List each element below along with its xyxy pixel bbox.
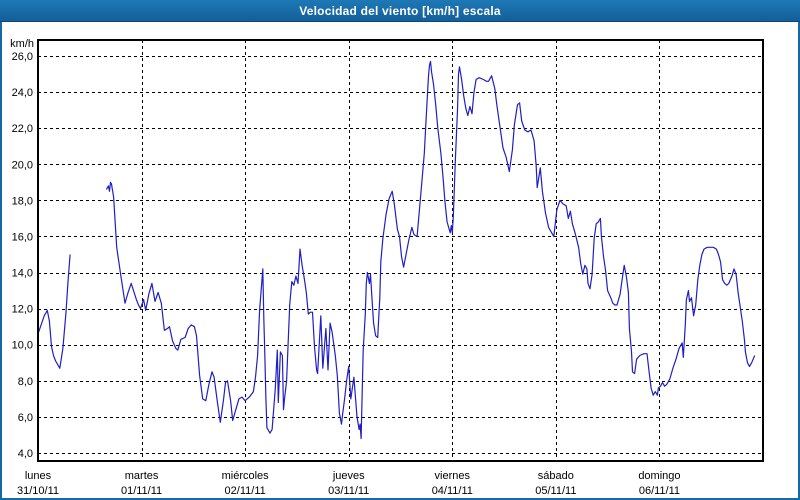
x-day-name: sábado [538,470,574,482]
y-tick-label: 26,0 [12,51,33,63]
x-day-date: 05/11/11 [535,485,576,497]
x-axis-labels: lunes 31/10/11 martes 01/11/11 miércoles 02/1… [17,470,681,497]
y-tick-label: 8,0 [18,376,33,388]
x-day-name: martes [125,470,159,482]
y-tick-label: 22,0 [12,123,33,135]
y-tick-label: 24,0 [12,87,33,99]
window-title-bar: Velocidad del viento [km/h] escala [0,0,800,22]
y-tick-label: 6,0 [18,412,33,424]
x-day-name: viernes [435,470,471,482]
x-day-date: 06/11/11 [639,485,680,497]
x-day-name: jueves [332,470,365,482]
y-tick-label: 10,0 [12,340,33,352]
x-day-date: 03/11/11 [328,485,369,497]
y-tick-label: 16,0 [12,231,33,243]
x-day-date: 31/10/11 [17,485,59,497]
v-gridlines [142,40,660,461]
h-gridlines [38,56,763,454]
wind-speed-line [37,254,71,369]
window-title: Velocidad del viento [km/h] escala [299,3,501,18]
y-tick-label: 4,0 [18,448,33,460]
y-tick-label: 12,0 [12,304,33,316]
y-axis-unit-label: km/h [10,38,34,50]
x-day-name: miércoles [222,470,270,482]
y-tick-label: 20,0 [12,159,33,171]
wind-speed-series [37,60,756,440]
wind-speed-line [105,60,756,440]
x-day-date: 02/11/11 [225,485,266,497]
y-axis-labels: km/h26,0 24,0 22,0 20,0 18,0 16,0 14,0 12,0 10,0… [10,38,34,460]
x-day-date: 04/11/11 [432,485,473,497]
x-day-name: domingo [638,470,680,482]
x-day-date: 01/11/11 [121,485,162,497]
y-tick-label: 14,0 [12,268,33,280]
x-day-name: lunes [25,470,52,482]
y-tick-label: 18,0 [12,195,33,207]
plot-border [37,39,764,462]
